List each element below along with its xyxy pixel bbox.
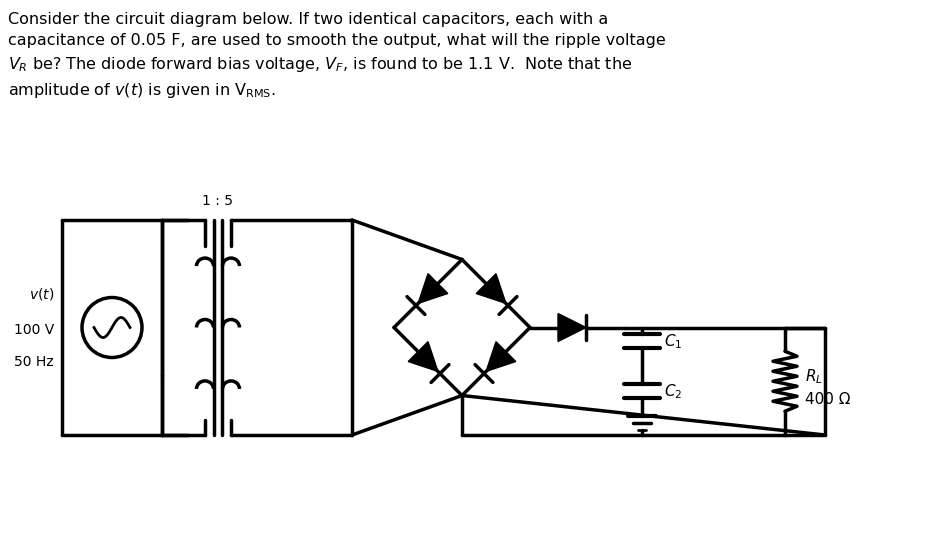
- Text: 1 : 5: 1 : 5: [202, 194, 234, 208]
- Text: $C_2$: $C_2$: [664, 382, 681, 400]
- Polygon shape: [486, 342, 515, 371]
- Text: 400 Ω: 400 Ω: [804, 392, 849, 407]
- Text: Consider the circuit diagram below. If two identical capacitors, each with a
cap: Consider the circuit diagram below. If t…: [8, 12, 665, 100]
- Text: 100 V: 100 V: [14, 322, 54, 337]
- Text: $R_L$: $R_L$: [804, 367, 822, 386]
- Text: $v(t)$: $v(t)$: [29, 287, 54, 302]
- Text: $C_1$: $C_1$: [664, 332, 681, 350]
- Polygon shape: [418, 274, 448, 304]
- Polygon shape: [408, 342, 438, 371]
- Text: 50 Hz: 50 Hz: [14, 355, 54, 370]
- Polygon shape: [557, 314, 585, 342]
- Polygon shape: [476, 274, 505, 304]
